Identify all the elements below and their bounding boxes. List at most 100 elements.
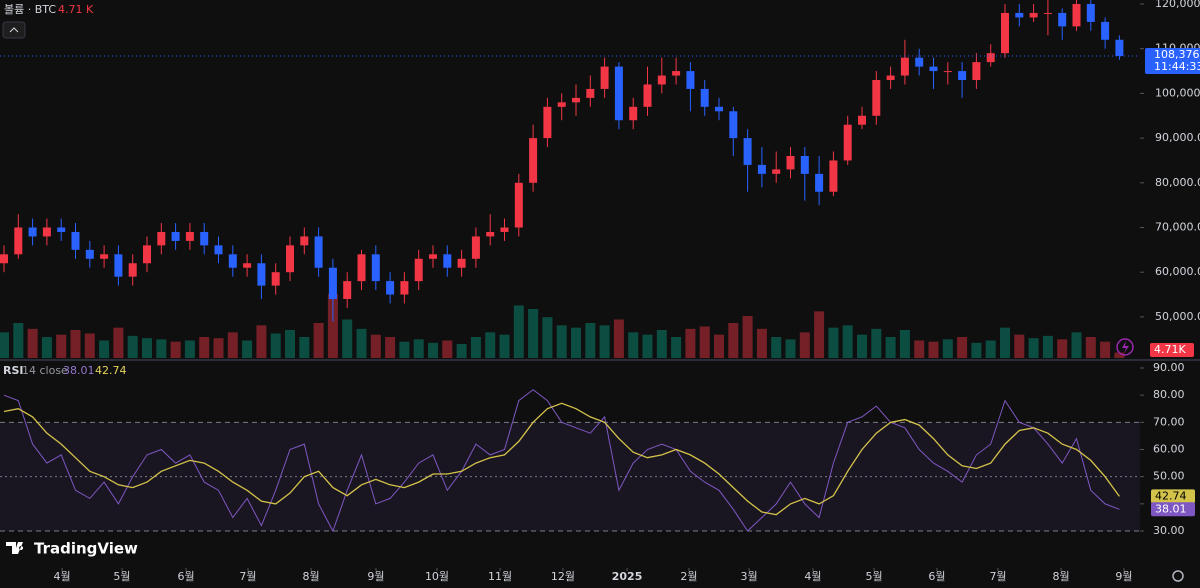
volume-bar xyxy=(342,319,353,358)
volume-bar xyxy=(985,340,996,358)
volume-bar xyxy=(442,340,453,358)
candle-body xyxy=(657,75,666,85)
volume-bar xyxy=(942,339,953,358)
volume-bar xyxy=(585,323,596,358)
collapse-button[interactable] xyxy=(2,21,26,39)
y-tick-label: 90,000.00 xyxy=(1155,131,1200,144)
volume-bar xyxy=(213,338,224,358)
volume-bar xyxy=(199,337,210,358)
candle-body xyxy=(543,106,552,139)
candle-body xyxy=(815,173,824,192)
alert-icon[interactable] xyxy=(1116,338,1134,356)
candle-body xyxy=(786,155,795,170)
volume-bar xyxy=(642,334,653,358)
volume-bar xyxy=(1071,332,1082,358)
candle-body xyxy=(1043,12,1052,14)
candle-body xyxy=(171,231,180,241)
candle-body xyxy=(672,71,681,76)
volume-bar xyxy=(399,341,410,358)
volume-bar xyxy=(370,334,381,358)
candle-body xyxy=(715,106,724,112)
candle-body xyxy=(886,75,895,81)
x-tick-label: 4월 xyxy=(804,570,821,583)
volume-bar xyxy=(0,332,10,358)
rsi-ma-value: 42.74 xyxy=(95,364,127,377)
volume-bar xyxy=(1014,334,1025,358)
candle-body xyxy=(443,254,452,268)
candle-body xyxy=(371,254,380,282)
y-tick-label: 50.00 xyxy=(1153,470,1185,483)
candle-body xyxy=(200,231,209,246)
rsi-params: 14 close xyxy=(22,364,68,377)
brand: TradingView xyxy=(34,540,138,558)
x-tick-label: 11월 xyxy=(488,570,512,583)
candle-body xyxy=(286,245,295,273)
x-tick-label: 6월 xyxy=(177,570,194,583)
candle-body xyxy=(557,102,566,107)
volume-bar xyxy=(385,337,396,358)
volume-bar xyxy=(857,334,868,358)
candle-body xyxy=(858,115,867,125)
candle-body xyxy=(185,231,194,241)
candle-body xyxy=(772,169,781,174)
volume-bar xyxy=(184,340,195,358)
volume-bar xyxy=(170,341,181,358)
candle-body xyxy=(1101,21,1110,40)
volume-badge: 4.71K xyxy=(1154,343,1186,356)
candle-body xyxy=(572,97,581,103)
rsi-line xyxy=(3,389,1120,533)
candle-body xyxy=(429,254,438,259)
candle-body xyxy=(700,88,709,107)
x-tick-label: 9월 xyxy=(367,570,384,583)
candle-body xyxy=(114,254,123,277)
volume-bar xyxy=(699,326,710,358)
value-badge: 42.74 xyxy=(1155,489,1187,502)
settings-icon[interactable] xyxy=(1172,570,1184,582)
candle-body xyxy=(614,66,623,121)
volume-bar xyxy=(84,333,95,358)
volume-bar xyxy=(971,342,982,358)
volume-bar xyxy=(470,337,481,358)
x-tick-label: 2월 xyxy=(680,570,697,583)
candle-body xyxy=(958,71,967,81)
volume-bar xyxy=(227,332,238,358)
volume-bar xyxy=(728,323,739,358)
volume-badge-box xyxy=(1150,343,1194,357)
candle-body xyxy=(943,71,952,73)
candle-body xyxy=(729,111,738,139)
candle-body xyxy=(414,258,423,282)
candle-body xyxy=(386,281,395,295)
volume-bar xyxy=(1114,352,1125,358)
y-tick-label: 70.00 xyxy=(1153,415,1185,428)
candle-body xyxy=(471,236,480,259)
volume-bar xyxy=(242,340,253,358)
candle-body xyxy=(271,272,280,286)
last-price-box xyxy=(1145,47,1200,74)
candle-body xyxy=(457,258,466,268)
volume-bar xyxy=(885,337,896,358)
volume-bar xyxy=(428,342,439,358)
candle-body xyxy=(972,62,981,81)
volume-bar xyxy=(828,327,839,358)
candle-body xyxy=(800,155,809,174)
volume-bar xyxy=(256,325,267,358)
volume-bar xyxy=(485,332,496,358)
candle-body xyxy=(757,164,766,174)
candle-body xyxy=(71,231,80,250)
volume-bar xyxy=(914,340,925,358)
candle-body xyxy=(1015,12,1024,18)
volume-bar xyxy=(270,333,281,358)
volume-bar xyxy=(27,328,38,358)
volume-bar xyxy=(899,330,910,358)
x-tick-label: 10월 xyxy=(425,570,449,583)
candle-body xyxy=(57,227,66,232)
value-badge-box xyxy=(1151,489,1195,504)
candle-body xyxy=(228,254,237,268)
volume-bar xyxy=(156,339,167,358)
volume-bar xyxy=(1042,335,1053,358)
candle-body xyxy=(400,281,409,295)
